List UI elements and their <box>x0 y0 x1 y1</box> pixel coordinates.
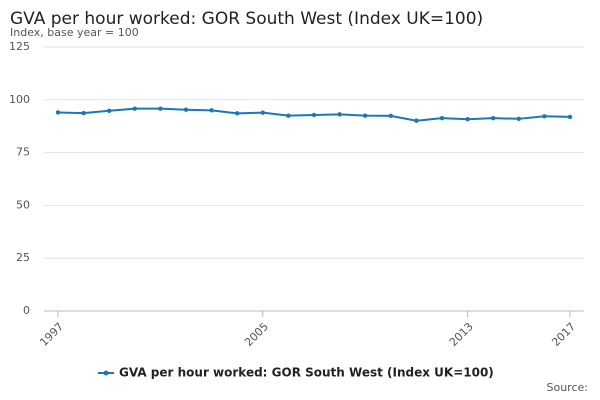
point <box>55 110 61 115</box>
x-tick-label: 1997 <box>37 320 66 349</box>
point <box>388 113 393 119</box>
point <box>286 113 291 118</box>
point <box>516 116 521 122</box>
point <box>311 112 317 118</box>
y-tick-label: 0 <box>23 304 30 317</box>
chart-title: GVA per hour worked: GOR South West (Ind… <box>10 9 483 29</box>
legend-label: GVA per hour worked: GOR South West (Ind… <box>119 366 494 380</box>
point <box>209 108 214 113</box>
point <box>414 118 419 123</box>
source: Source: <box>547 381 589 394</box>
point <box>260 110 265 115</box>
y-tick-label: 25 <box>16 251 30 264</box>
x-tick-label: 2005 <box>242 320 271 349</box>
y-tick-label: 50 <box>16 198 30 211</box>
point <box>567 114 573 120</box>
point <box>183 107 189 112</box>
point <box>81 110 86 116</box>
x-tick-label: 2013 <box>447 320 476 349</box>
legend-marker <box>103 370 109 376</box>
x-tick-label: 2017 <box>549 320 578 349</box>
point <box>107 108 112 113</box>
y-tick-label: 100 <box>9 93 30 106</box>
point <box>491 115 496 121</box>
point <box>337 112 342 117</box>
point <box>158 106 163 111</box>
point <box>542 114 547 119</box>
point <box>235 111 240 116</box>
point <box>132 106 137 111</box>
point <box>363 113 368 118</box>
y-axis-label: Index, base year = 100 <box>10 26 139 39</box>
y-tick-label: 125 <box>9 40 30 53</box>
point <box>439 115 445 121</box>
point <box>465 117 470 122</box>
y-tick-label: 75 <box>16 146 30 159</box>
